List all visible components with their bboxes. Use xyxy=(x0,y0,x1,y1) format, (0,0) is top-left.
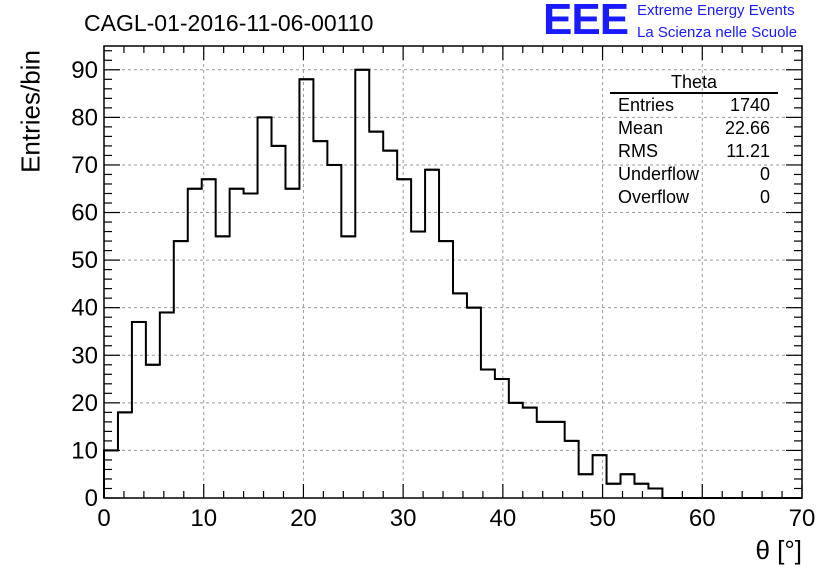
stats-row: Underflow 0 xyxy=(610,163,778,186)
logo-subtitle-1: Extreme Energy Events xyxy=(637,2,795,19)
stats-value: 22.66 xyxy=(724,118,770,138)
stats-value: 1740 xyxy=(729,95,770,115)
stats-row: RMS 11.21 xyxy=(610,140,778,163)
stats-label: RMS xyxy=(618,141,658,161)
stats-value: 0 xyxy=(759,164,770,184)
eee-logo: EEE xyxy=(543,0,629,44)
x-tick-label: 50 xyxy=(589,505,616,532)
x-tick-label: 10 xyxy=(190,505,217,532)
stats-label: Mean xyxy=(618,118,664,138)
x-tick-label: 20 xyxy=(290,505,317,532)
y-tick-label: 10 xyxy=(71,437,98,464)
y-tick-label: 80 xyxy=(71,104,98,131)
y-tick-label: 0 xyxy=(85,485,98,512)
x-axis-label: θ [°] xyxy=(755,535,802,565)
stats-label: Underflow xyxy=(618,164,700,184)
stats-value: 11.21 xyxy=(726,141,770,161)
y-tick-label: 30 xyxy=(71,342,98,369)
plot-frame xyxy=(103,45,803,499)
stats-box: Theta Entries 1740 Mean 22.66 RMS 11.21 … xyxy=(610,72,778,209)
x-tick-label: 70 xyxy=(789,505,816,532)
stats-label: Entries xyxy=(618,95,675,115)
stats-value: 0 xyxy=(759,187,770,207)
run-title: CAGL-01-2016-11-06-00110 xyxy=(84,10,374,36)
stats-title: Theta xyxy=(610,72,778,94)
y-tick-label: 70 xyxy=(71,152,98,179)
stats-label: Overflow xyxy=(618,187,690,207)
y-tick-label: 40 xyxy=(71,295,98,322)
stats-row: Entries 1740 xyxy=(610,94,778,117)
x-tick-label: 60 xyxy=(689,505,716,532)
y-tick-label: 90 xyxy=(71,57,98,84)
stats-row: Mean 22.66 xyxy=(610,117,778,140)
y-tick-label: 50 xyxy=(71,247,98,274)
y-tick-label: 60 xyxy=(71,200,98,227)
x-tick-label: 30 xyxy=(390,505,417,532)
x-tick-label: 40 xyxy=(490,505,517,532)
y-axis-label: Entries/bin xyxy=(15,50,46,173)
stats-row: Overflow 0 xyxy=(610,186,778,209)
logo-subtitle-2: La Scienza nelle Scuole xyxy=(637,24,798,41)
y-tick-label: 20 xyxy=(71,390,98,417)
x-tick-label: 0 xyxy=(97,505,110,532)
